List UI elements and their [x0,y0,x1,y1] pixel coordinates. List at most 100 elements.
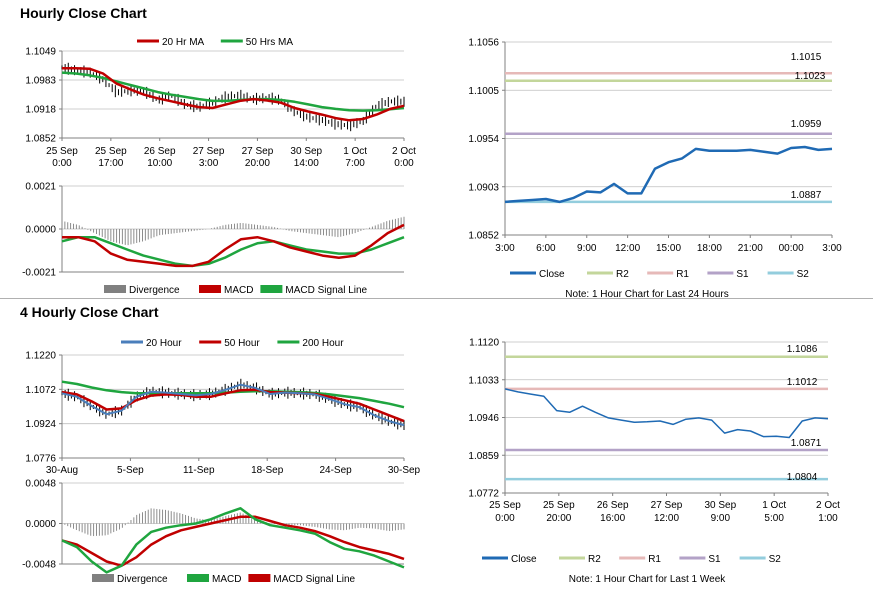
hourly-close-xtick-label: 3:00 [495,243,515,254]
four-hour-macd-legend-swatch [248,574,271,582]
four-hour-macd-legend-swatch [187,574,209,582]
four-hour-s2-label: 1.0804 [787,472,818,483]
hourly-close-xtick-label: 21:00 [738,243,763,254]
hourly-ma-xtick-label: 0:00 [394,158,414,169]
four-hour-close-line [504,388,829,439]
hourly-close-ytick-label: 1.0852 [468,231,499,242]
four-hour-ma-xtick-label: 11-Sep [183,465,215,476]
hourly-macd-ytick-label: 0.0021 [25,182,56,193]
hourly-ma-xtick-label: 20:00 [245,158,270,169]
four-hour-r1-label: 1.1012 [787,377,818,388]
four-hour-close-xtick-label: 20:00 [546,513,571,524]
hourly-macd-legend-swatch [260,285,283,293]
four-hour-macd-legend-label: MACD [212,574,241,585]
four-hour-close-xtick-label: 25 Sep [543,500,575,511]
hourly-ma-ytick-label: 1.1049 [25,47,56,58]
hourly-close-note: Note: 1 Hour Chart for Last 24 Hours [565,289,728,300]
hourly-20ma-line [62,66,405,122]
hourly-close-line [504,145,833,204]
hourly-r1-label: 1.1023 [795,71,826,82]
hourly-macd-ytick-label: 0.0000 [25,225,56,236]
hourly-macd-ytick-label: -0.0021 [22,268,56,279]
four-hour-macd-legend-label: MACD Signal Line [273,574,355,585]
hourly-close-xtick-label: 6:00 [536,243,556,254]
four-hour-close-legend-label: S1 [708,554,721,565]
hourly-macd-legend-label: MACD Signal Line [285,285,367,296]
four-hour-close-legend-label: Close [511,554,537,565]
hourly-macd-legend-label: Divergence [129,285,180,296]
four-hour-close-xtick-label: 1:00 [818,513,838,524]
hourly-ma-xtick-label: 17:00 [98,158,123,169]
hourly-close-ytick-label: 1.0903 [468,182,499,193]
four-hour-close-xtick-label: 25 Sep [489,500,521,511]
hourly-macd-legend-label: MACD [224,285,253,296]
four-hour-close-legend-label: R1 [648,554,661,565]
four-hour-close-note: Note: 1 Hour Chart for Last 1 Week [569,574,727,585]
four-hour-close-xtick-label: 0:00 [495,513,515,524]
hourly-ma-xtick-label: 14:00 [294,158,319,169]
four-hour-close-legend-label: R2 [588,554,601,565]
hourly-signal-line [61,235,405,268]
four-hour-ma-xtick-label: 5-Sep [117,465,144,476]
four-hour-ma-legend-label: 20 Hour [146,338,182,349]
four-hour-ma-xtick-label: 30-Sep [388,465,421,476]
four-hour-macd-ytick-label: 0.0000 [25,519,56,530]
four-hour-close-ytick-label: 1.0859 [468,451,499,462]
hourly-ma-xtick-label: 0:00 [52,158,72,169]
hourly-close-xtick-label: 9:00 [577,243,597,254]
four-hour-macd-ytick-label: 0.0048 [25,479,56,490]
four-hour-close-ytick-label: 1.0772 [468,489,499,500]
four-hour-close-ytick-label: 1.0946 [468,413,499,424]
hourly-ma-legend-label: 50 Hrs MA [246,37,294,48]
four-hour-ma-ytick-label: 1.1220 [25,351,56,362]
hourly-close-legend-label: R2 [616,269,629,280]
hourly-ma-xtick-label: 25 Sep [95,146,127,157]
hourly-close-xtick-label: 15:00 [656,243,681,254]
hourly-macd-legend-swatch [104,285,126,293]
hourly-s1-label: 1.0959 [791,119,822,130]
four-hour-close-xtick-label: 2 Oct [816,500,840,511]
hourly-ma-xtick-label: 27 Sep [242,146,274,157]
four-hour-close-xtick-label: 5:00 [764,513,784,524]
hourly-close-legend-label: S1 [736,269,749,280]
four-hour-macd-ytick-label: -0.0048 [22,560,56,571]
hourly-close-xtick-label: 18:00 [697,243,722,254]
hourly-ma-xtick-label: 2 Oct [392,146,416,157]
hourly-close-legend-label: S2 [797,269,810,280]
four-hour-close-ytick-label: 1.1033 [468,375,499,386]
four-hour-ma-ytick-label: 1.0924 [25,419,56,430]
hourly-s2-label: 1.0887 [791,190,822,201]
four-hour-50ma-line [61,388,405,423]
hourly-close-ytick-label: 1.1056 [468,38,499,49]
four-hour-macd-legend-swatch [92,574,114,582]
hourly-close-xtick-label: 3:00 [822,243,842,254]
four-hour-ma-ytick-label: 1.1072 [25,385,56,396]
hourly-ma-legend-label: 20 Hr MA [162,37,205,48]
hourly-close-ytick-label: 1.1005 [468,86,499,97]
hourly-ma-xtick-label: 25 Sep [46,146,78,157]
four-hour-ma-xtick-label: 18-Sep [251,465,284,476]
section-divider [0,298,873,299]
four-hour-s1-label: 1.0871 [791,438,822,449]
hourly-ma-xtick-label: 26 Sep [144,146,176,157]
hourly-ma-xtick-label: 27 Sep [193,146,225,157]
hourly-ma-xtick-label: 1 Oct [343,146,367,157]
hourly-ma-xtick-label: 30 Sep [290,146,322,157]
hourly-ma-xtick-label: 10:00 [147,158,172,169]
hourly-close-xtick-label: 00:00 [779,243,804,254]
four-hour-macd-line [61,507,405,574]
hourly-close-legend-label: R1 [676,269,689,280]
four-hour-macd-legend-label: Divergence [117,574,168,585]
four-hour-signal-line [61,515,405,567]
four-hour-close-xtick-label: 26 Sep [597,500,629,511]
hourly-close-xtick-label: 12:00 [615,243,640,254]
four-hour-close-xtick-label: 12:00 [654,513,679,524]
four-hour-ma-xtick-label: 30-Aug [46,465,78,476]
four-hour-close-xtick-label: 30 Sep [704,500,736,511]
hourly-50ma-line [61,71,405,112]
hourly-close-legend-label: Close [539,269,565,280]
hourly-r2-label: 1.1015 [791,52,822,63]
four-hour-close-xtick-label: 27 Sep [651,500,683,511]
four-hour-20ma-line [61,383,405,427]
